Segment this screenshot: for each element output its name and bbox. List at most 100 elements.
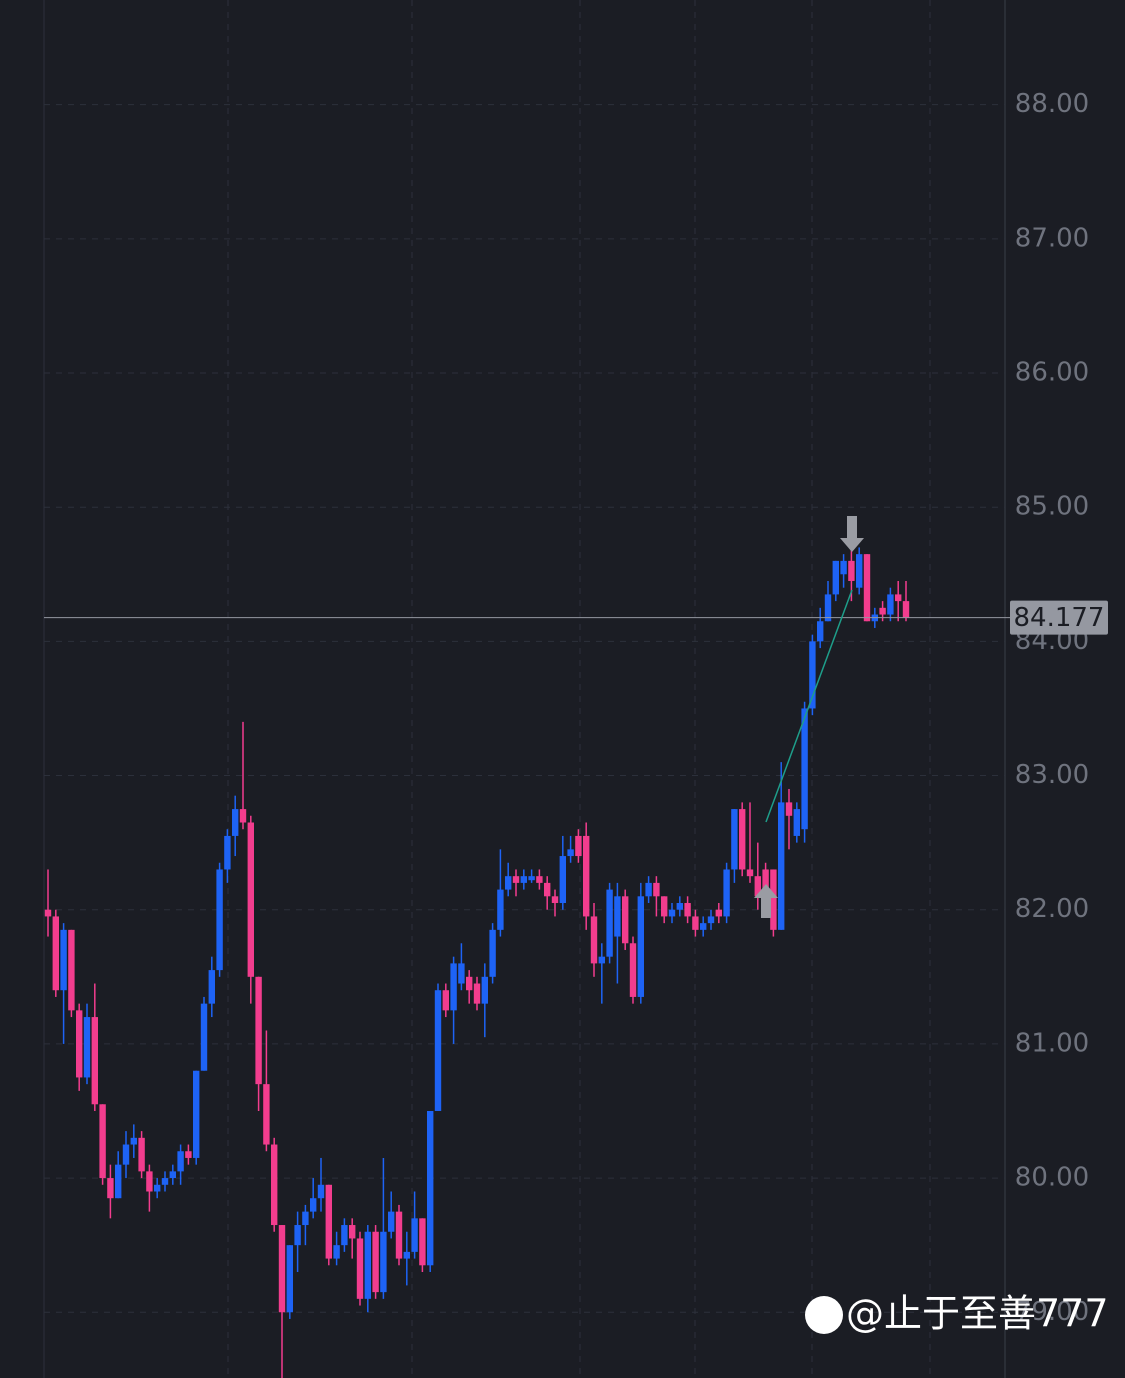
- candle-body: [684, 903, 691, 917]
- candle-body: [817, 621, 824, 642]
- trend-line: [765, 589, 853, 823]
- candle-body: [559, 856, 566, 904]
- candle-body: [746, 869, 754, 877]
- candle-body: [419, 1218, 426, 1266]
- candle-body: [325, 1184, 332, 1259]
- candle-body: [60, 929, 67, 991]
- candle-body: [715, 909, 722, 917]
- candle-body: [278, 1225, 286, 1313]
- candle-body: [224, 835, 231, 870]
- candle-body: [668, 909, 676, 917]
- candle-body: [317, 1184, 325, 1199]
- candle-body: [68, 929, 75, 1011]
- y-tick-label: 87.00: [1015, 223, 1089, 253]
- candle-body: [427, 1110, 434, 1266]
- candle-body: [879, 607, 886, 615]
- y-tick-label: 82.00: [1015, 894, 1089, 924]
- candle-body: [130, 1137, 137, 1145]
- candle-body: [902, 601, 910, 618]
- candle-body: [567, 849, 574, 857]
- candle-body: [700, 923, 707, 930]
- candle-body: [450, 963, 457, 1011]
- candle-body: [44, 909, 52, 917]
- candle-body: [645, 882, 652, 897]
- candle-body: [76, 1010, 83, 1078]
- candle-body: [146, 1171, 153, 1192]
- candle-body: [193, 1070, 200, 1158]
- candle-body: [481, 976, 488, 1004]
- y-tick-label: 83.00: [1015, 760, 1089, 790]
- candle-body: [661, 896, 668, 917]
- candle-body: [793, 809, 800, 836]
- candle-body: [551, 896, 559, 904]
- candle-body: [380, 1231, 387, 1293]
- y-tick-label: 85.00: [1015, 492, 1089, 522]
- candle-body: [614, 896, 621, 937]
- candle-body: [832, 560, 839, 595]
- buy-arrow: [754, 884, 778, 918]
- candle-body: [512, 876, 520, 883]
- candle-body: [505, 876, 512, 890]
- y-tick-label: 80.00: [1015, 1163, 1089, 1193]
- candle-body: [434, 990, 442, 1111]
- candle-body: [739, 809, 746, 870]
- candle-body: [177, 1151, 184, 1172]
- candle-body: [372, 1231, 379, 1293]
- candle-body: [528, 876, 535, 881]
- watermark-logo: [805, 1296, 843, 1334]
- candle-body: [637, 896, 644, 997]
- y-tick-label: 88.00: [1015, 89, 1089, 119]
- candle-body: [349, 1225, 356, 1239]
- candle-body: [138, 1137, 145, 1172]
- candle-body: [52, 916, 59, 991]
- candle-body: [294, 1225, 301, 1246]
- candle-body: [707, 916, 715, 924]
- candle-body: [341, 1225, 348, 1246]
- candle-body: [115, 1164, 122, 1199]
- candle-body: [333, 1245, 340, 1259]
- candle-body: [216, 869, 223, 971]
- candle-body: [388, 1211, 395, 1232]
- candle-body: [692, 916, 699, 930]
- candle-body: [411, 1218, 418, 1252]
- candle-body: [887, 594, 894, 615]
- candle-body: [208, 970, 215, 1004]
- candle-body: [185, 1151, 192, 1158]
- last-price-label: 84.177: [1014, 603, 1105, 633]
- candle-body: [232, 809, 239, 836]
- candle-body: [544, 882, 551, 897]
- candle-body: [200, 1003, 208, 1071]
- candle-body: [255, 976, 262, 1085]
- candle-body: [466, 976, 473, 991]
- candle-body: [489, 929, 496, 977]
- candle-body: [895, 594, 902, 602]
- candle-body: [676, 903, 683, 910]
- y-tick-label: 86.00: [1015, 358, 1089, 388]
- candle-body: [83, 1017, 91, 1078]
- candle-body: [590, 916, 598, 964]
- y-tick-label: 81.00: [1015, 1028, 1089, 1058]
- candle-body: [778, 802, 785, 930]
- candle-body: [629, 943, 637, 997]
- candle-body: [520, 876, 527, 883]
- candle-body: [840, 560, 847, 575]
- candle-body: [762, 869, 769, 897]
- candle-body: [169, 1171, 176, 1179]
- candle-body: [536, 876, 543, 883]
- candle-body: [497, 889, 504, 930]
- candle-body: [856, 554, 863, 588]
- candle-body: [107, 1178, 114, 1199]
- candle-body: [770, 869, 777, 930]
- sell-arrow: [840, 516, 864, 552]
- last-price-box: [1010, 600, 1108, 635]
- y-tick-label: 79.00: [1015, 1297, 1089, 1327]
- candle-body: [606, 889, 613, 957]
- candle-body: [824, 594, 832, 622]
- candle-body: [263, 1084, 270, 1145]
- candle-body: [653, 882, 660, 897]
- candle-body: [403, 1251, 410, 1259]
- candle-body: [583, 835, 590, 917]
- candle-body: [271, 1144, 278, 1226]
